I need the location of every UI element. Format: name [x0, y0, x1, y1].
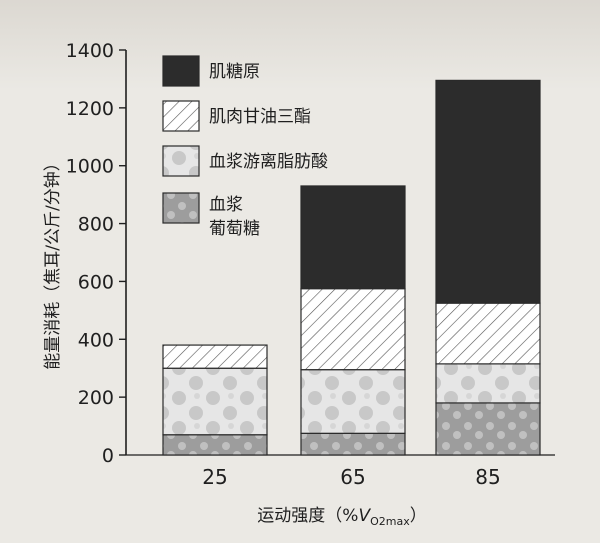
legend-label: 血浆 [209, 195, 243, 215]
bar-segment-glucose-25 [162, 434, 268, 456]
axis-titles: 能量消耗（焦耳/公斤/分钟） 运动强度（%VO2max） [43, 154, 427, 528]
y-tick-label: 800 [78, 214, 114, 236]
bar-segment-ffa-65 [300, 369, 406, 434]
x-tick-label: 65 [340, 465, 365, 489]
legend-swatch [162, 100, 200, 132]
legend-label: 肌肉甘油三酯 [209, 107, 311, 127]
bar-segment-glycogen-85 [435, 79, 541, 304]
y-tick-label: 200 [78, 387, 114, 409]
x-axis-title-symbol: V [358, 506, 371, 526]
bar-segment-triglyceride-25 [162, 344, 268, 369]
legend-swatch [162, 192, 200, 224]
bar-segment-glycogen-65 [300, 185, 406, 290]
y-tick-label: 400 [78, 329, 114, 351]
y-tick-label: 1200 [66, 98, 114, 120]
bar-segment-triglyceride-85 [435, 302, 541, 365]
x-axis-title-text: 运动强度（% [257, 506, 358, 526]
y-tick-label: 0 [102, 445, 114, 467]
y-tick-label: 1400 [66, 40, 114, 62]
legend-label: 血浆游离脂肪酸 [209, 152, 328, 172]
bar-segment-ffa-25 [162, 367, 268, 436]
legend-swatch [162, 145, 200, 177]
x-tick-label: 25 [202, 465, 227, 489]
legend-label: 肌糖原 [209, 62, 260, 82]
y-axis-title: 能量消耗（焦耳/公斤/分钟） [43, 154, 63, 369]
y-tick-label: 1000 [66, 156, 114, 178]
page-background-bleed [0, 0, 600, 90]
x-tick-label: 85 [475, 465, 500, 489]
legend-label: 葡萄糖 [209, 219, 260, 239]
bar-segment-glucose-65 [300, 432, 406, 456]
y-tick-label: 600 [78, 271, 114, 293]
legend-swatch [162, 55, 200, 87]
bar-segment-triglyceride-65 [300, 288, 406, 371]
bars [162, 79, 541, 456]
x-axis-title-subscript: O2max [370, 515, 410, 528]
x-axis-title-close: ） [410, 506, 427, 526]
x-axis-title: 运动强度（%VO2max） [257, 506, 426, 528]
bar-segment-ffa-85 [435, 363, 541, 404]
bar-segment-glucose-85 [435, 402, 541, 456]
